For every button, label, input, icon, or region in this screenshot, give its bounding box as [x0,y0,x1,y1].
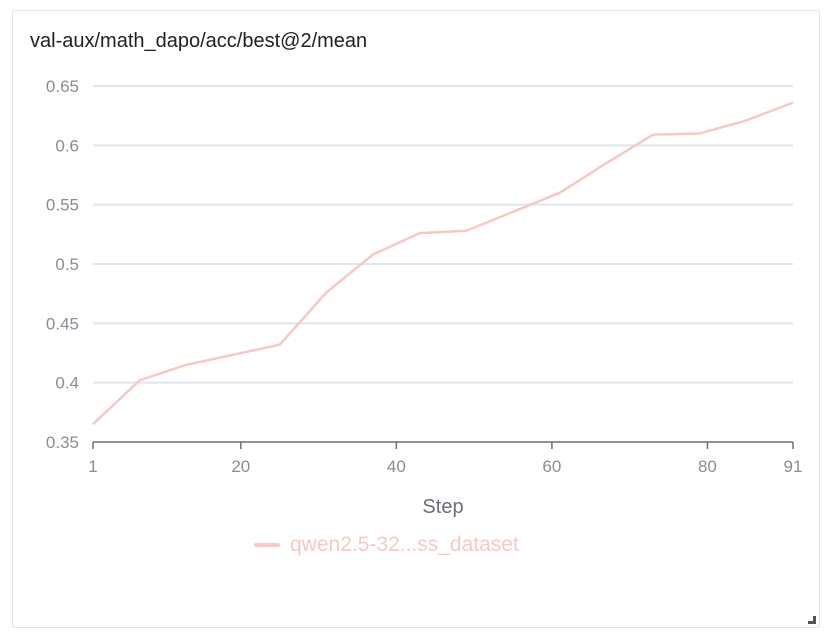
x-tick-label: 1 [88,457,97,476]
x-tick-label: 20 [231,457,250,476]
y-tick-label: 0.65 [46,77,79,96]
chart-panel [12,10,820,628]
y-tick-label: 0.4 [55,374,79,393]
x-tick-label: 60 [542,457,561,476]
y-tick-label: 0.6 [55,136,79,155]
x-tick-label: 91 [784,457,803,476]
y-tick-label: 0.55 [46,196,79,215]
resize-handle-icon[interactable] [808,616,816,624]
x-tick-label: 40 [387,457,406,476]
legend-item[interactable]: qwen2.5-32...ss_dataset [254,533,519,557]
series-line [92,101,794,426]
chart-title: val-aux/math_dapo/acc/best@2/mean [30,30,368,52]
legend-swatch [254,543,280,547]
legend-label: qwen2.5-32...ss_dataset [290,533,519,556]
y-tick-label: 0.5 [55,255,79,274]
y-tick-label: 0.35 [46,433,79,452]
x-axis-label: Step [422,496,463,518]
y-tick-label: 0.45 [46,314,79,333]
x-tick-label: 80 [698,457,717,476]
